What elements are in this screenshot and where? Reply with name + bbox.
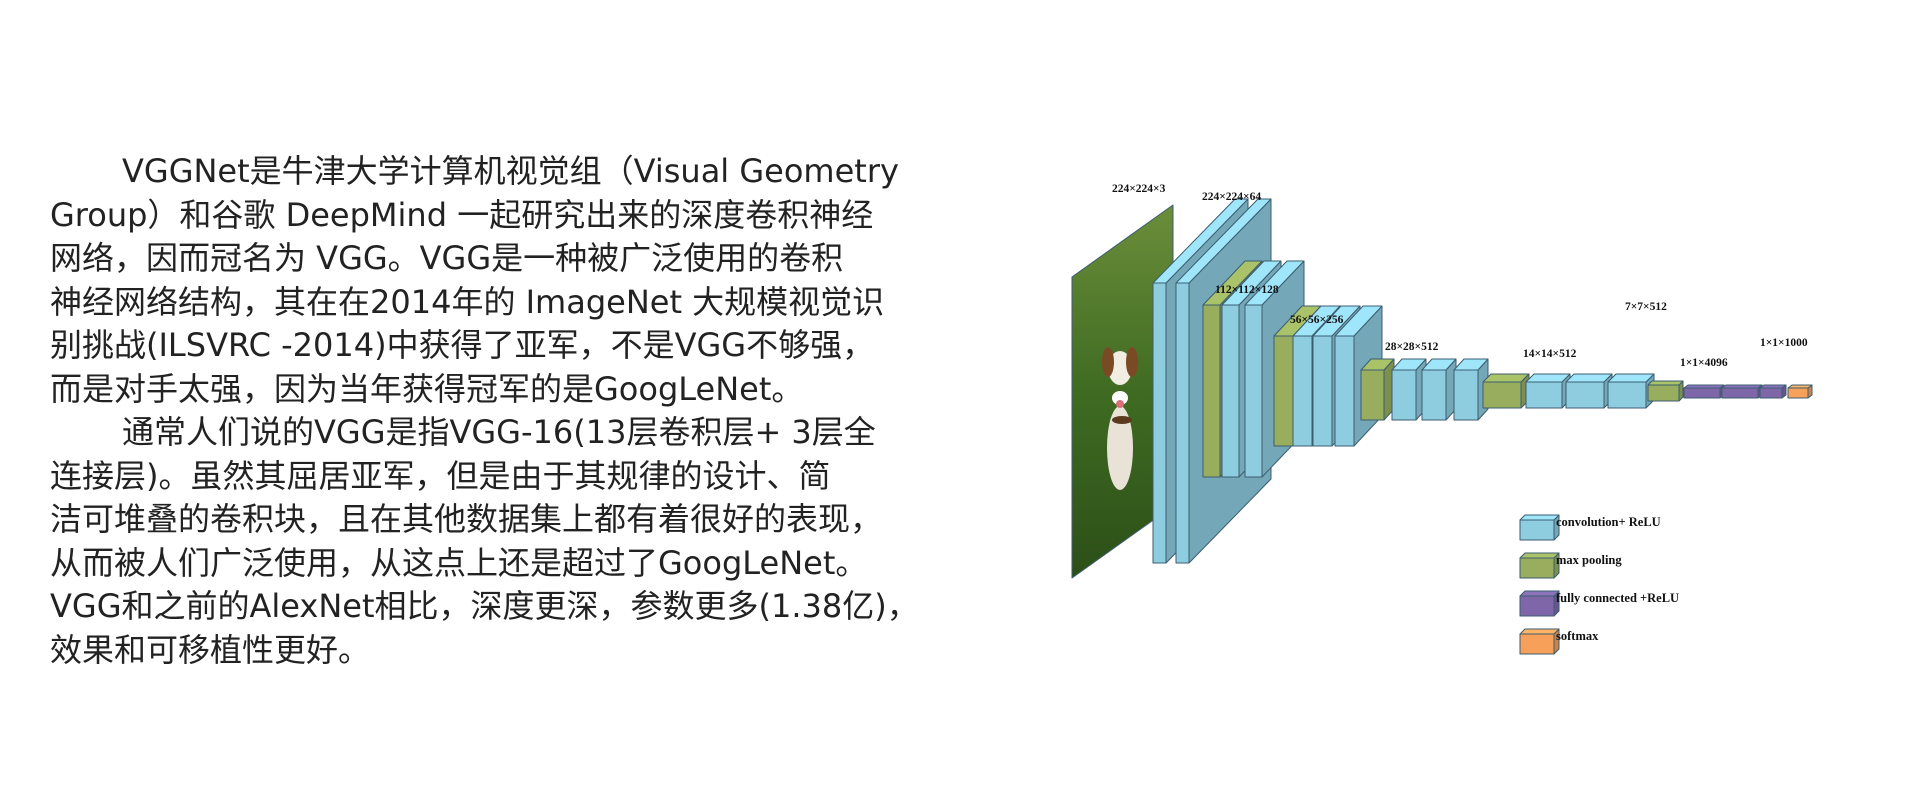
pool-block5 [1648,381,1683,401]
legend-label-fc: fully connected +ReLU [1556,591,1679,605]
legend-label-softmax: softmax [1556,629,1599,643]
input-size-label: 224×224×3 [1112,183,1166,195]
fc-layer3 [1760,385,1786,398]
legend-swatch-3 [1520,629,1559,654]
legend-swatch-1 [1520,553,1559,578]
conv-block4-layer2 [1422,359,1456,420]
legend: convolution+ ReLU max pooling fully conn… [1520,515,1679,654]
fc-layer2 [1722,385,1762,398]
pool-block4 [1483,374,1529,408]
block1-size-label: 224×224×64 [1202,191,1261,203]
pool5-size-label: 7×7×512 [1625,301,1667,313]
layer-blocks [1153,199,1812,563]
legend-swatch-2 [1520,591,1559,616]
conv-block4-layer1 [1392,359,1426,420]
block2-size-label: 112×112×128 [1215,284,1279,296]
conv-block5-layer1 [1526,374,1570,408]
fc-layer1 [1684,385,1724,398]
pool-block3 [1361,359,1394,420]
block4-size-label: 28×28×512 [1385,341,1439,353]
legend-swatch-0 [1520,515,1559,540]
legend-label-pool: max pooling [1556,553,1622,567]
block5-size-label: 14×14×512 [1523,348,1577,360]
softmax-size-label: 1×1×1000 [1760,337,1808,349]
fc-size-label: 1×1×4096 [1680,357,1728,369]
conv-block5-layer2 [1566,374,1612,408]
softmax-layer [1788,385,1812,398]
conv-block5-layer3 [1608,374,1654,408]
legend-label-conv: convolution+ ReLU [1556,515,1661,529]
block3-size-label: 56×56×256 [1290,314,1344,326]
